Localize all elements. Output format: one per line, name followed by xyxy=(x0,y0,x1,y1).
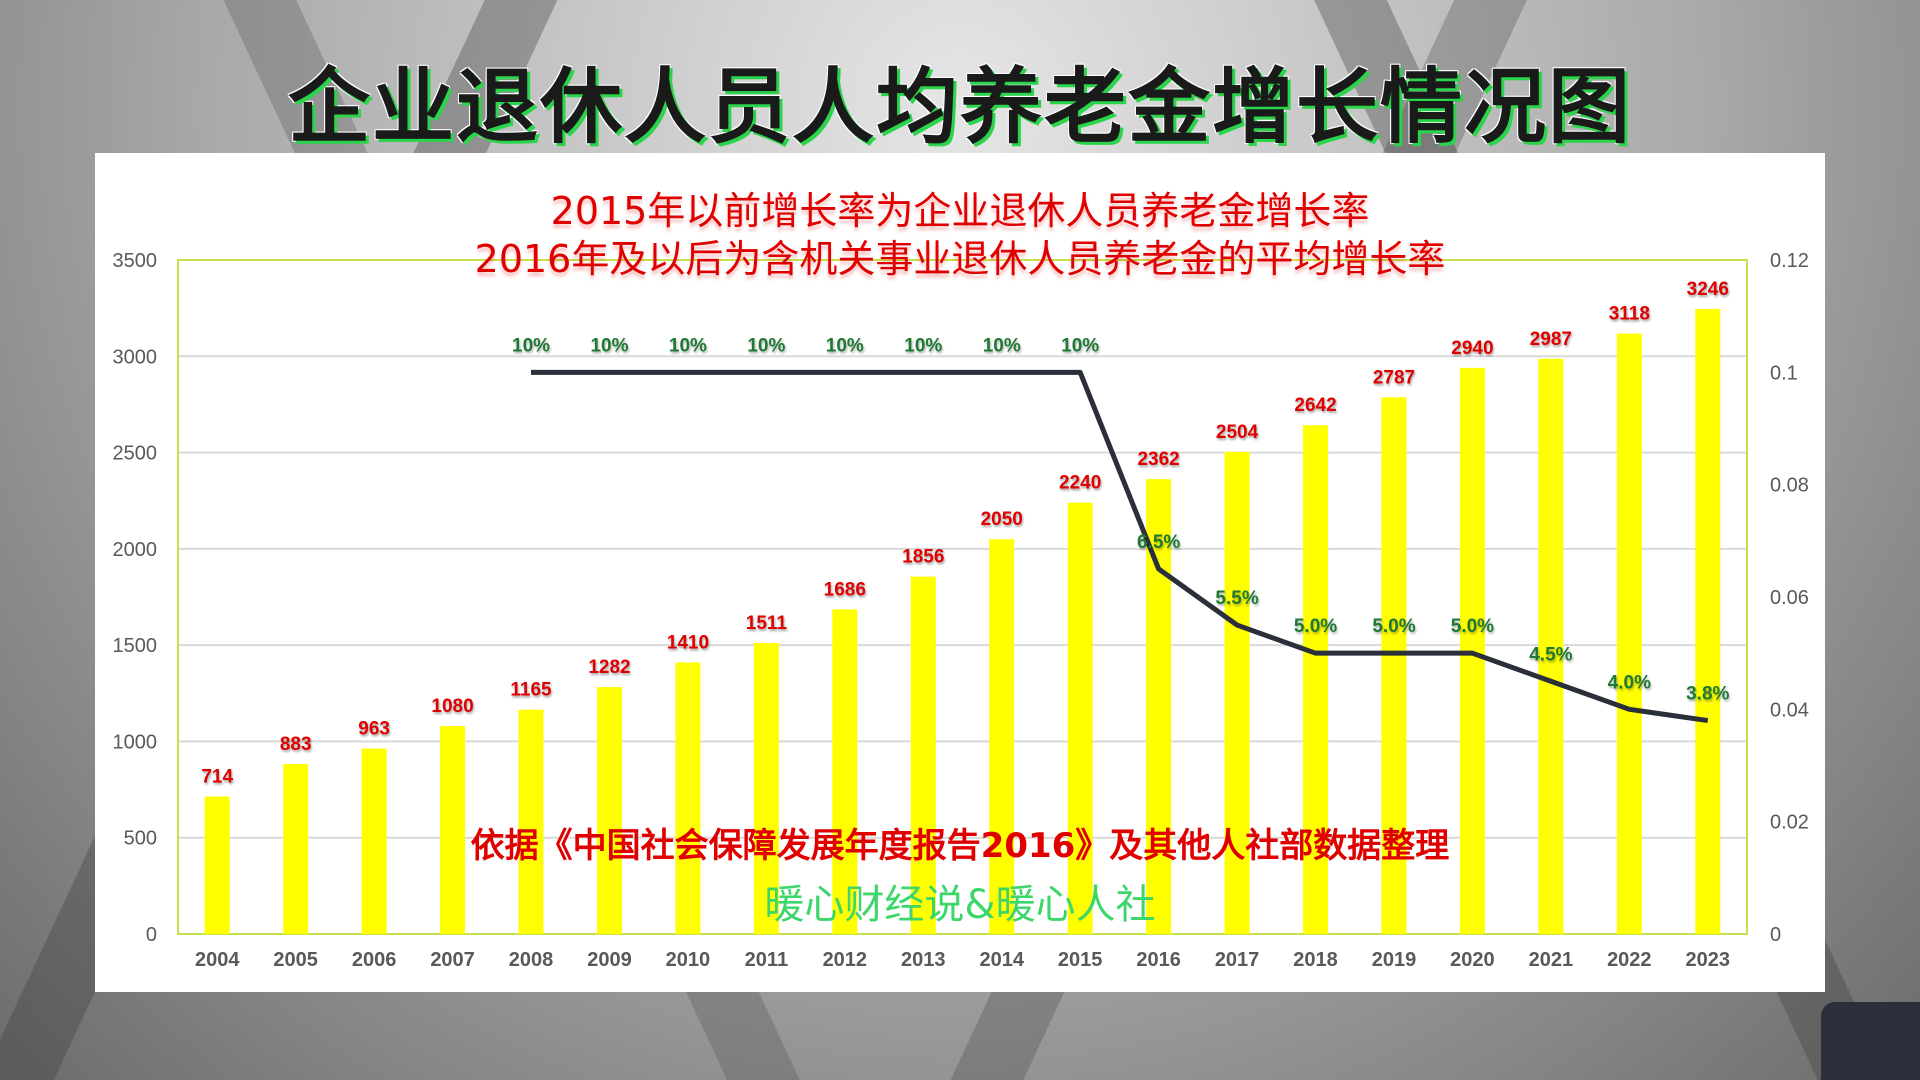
bar-data-label: 2940 xyxy=(1451,338,1493,359)
corner-decoration xyxy=(1821,1002,1920,1080)
bar-data-label: 1856 xyxy=(902,547,944,568)
bar xyxy=(1146,479,1172,934)
x-tick-label: 2010 xyxy=(666,949,711,971)
bar xyxy=(1616,333,1642,935)
bar xyxy=(596,687,622,934)
y-right-tick-label: 0.02 xyxy=(1770,812,1809,834)
bar-data-label: 1282 xyxy=(588,657,630,678)
bar-data-label: 1686 xyxy=(824,579,866,600)
bar-data-label: 2050 xyxy=(981,509,1023,530)
bar xyxy=(1538,358,1564,934)
bar-data-label: 714 xyxy=(201,767,233,788)
bar xyxy=(1381,397,1407,934)
y-right-tick-label: 0.1 xyxy=(1770,362,1798,384)
x-tick-label: 2018 xyxy=(1293,949,1338,971)
bar xyxy=(989,539,1015,934)
bar-data-label: 963 xyxy=(358,719,390,740)
x-tick-label: 2022 xyxy=(1607,949,1652,971)
y-left-tick-label: 2500 xyxy=(113,443,158,465)
y-right-tick-label: 0.04 xyxy=(1770,699,1809,721)
bar xyxy=(1224,451,1250,934)
line-data-label: 10% xyxy=(983,335,1021,356)
x-tick-label: 2017 xyxy=(1215,949,1260,971)
line-data-label: 10% xyxy=(826,335,864,356)
x-tick-label: 2021 xyxy=(1529,949,1574,971)
bar xyxy=(675,662,701,934)
line-data-label: 10% xyxy=(747,335,785,356)
bar-data-label: 883 xyxy=(280,734,312,755)
bar-data-label: 2240 xyxy=(1059,473,1101,494)
line-data-label: 5.0% xyxy=(1294,616,1337,637)
line-data-label: 5.0% xyxy=(1372,616,1415,637)
y-left-tick-label: 2000 xyxy=(113,539,158,561)
bar-data-label: 2642 xyxy=(1294,395,1336,416)
bar xyxy=(361,748,387,934)
y-right-tick-label: 0.12 xyxy=(1770,250,1809,272)
x-tick-label: 2011 xyxy=(745,949,788,971)
bar-data-label: 1511 xyxy=(746,613,788,634)
growth-rate-line xyxy=(531,369,1709,724)
y-left-tick-label: 1500 xyxy=(113,635,158,657)
x-tick-label: 2012 xyxy=(823,949,868,971)
line-data-label: 5.5% xyxy=(1215,588,1258,609)
line-data-label: 10% xyxy=(590,335,628,356)
bar xyxy=(283,763,309,934)
bar xyxy=(204,796,230,934)
bar xyxy=(753,643,779,934)
line-data-label: 10% xyxy=(512,335,550,356)
line-data-label: 4.5% xyxy=(1529,644,1572,665)
chart-subtitle-1: 2015年以前增长率为企业退休人员养老金增长率 xyxy=(550,189,1370,233)
x-tick-label: 2013 xyxy=(901,949,946,971)
y-left-tick-label: 0 xyxy=(146,924,157,946)
line-data-label: 4.0% xyxy=(1608,672,1651,693)
bar-data-label: 2504 xyxy=(1216,422,1259,443)
bar-data-label: 1080 xyxy=(431,696,473,717)
y-right-tick-label: 0.06 xyxy=(1770,587,1809,609)
x-tick-label: 2004 xyxy=(195,949,240,971)
bar-data-label: 2362 xyxy=(1137,449,1179,470)
bar-data-label: 1410 xyxy=(667,632,709,653)
bar xyxy=(518,709,544,934)
page-title: 企业退休人员人均养老金增长情况图 xyxy=(287,60,1632,155)
bar xyxy=(440,726,466,934)
y-left-tick-label: 3000 xyxy=(113,346,158,368)
x-tick-label: 2014 xyxy=(979,949,1024,971)
bar xyxy=(1303,425,1329,934)
bar-data-label: 3246 xyxy=(1687,279,1729,300)
y-right-tick-label: 0 xyxy=(1770,924,1781,946)
line-data-label: 10% xyxy=(904,335,942,356)
bar xyxy=(1067,502,1093,934)
bar xyxy=(1695,308,1721,934)
y-left-tick-label: 1000 xyxy=(113,731,158,753)
x-tick-label: 2005 xyxy=(273,949,318,971)
y-left-tick-label: 3500 xyxy=(113,250,158,272)
x-tick-label: 2019 xyxy=(1372,949,1417,971)
line-data-label: 5.0% xyxy=(1451,616,1494,637)
bar xyxy=(832,609,858,934)
line-data-label: 10% xyxy=(669,335,707,356)
bar-data-label: 2787 xyxy=(1373,367,1415,388)
y-right-tick-label: 0.08 xyxy=(1770,475,1809,497)
x-tick-label: 2008 xyxy=(509,949,554,971)
plot-border xyxy=(177,259,1748,935)
y-left-tick-label: 500 xyxy=(124,828,157,850)
chart-subtitle-2: 2016年及以后为含机关事业退休人员养老金的平均增长率 xyxy=(474,237,1446,281)
x-tick-label: 2016 xyxy=(1136,949,1181,971)
x-tick-label: 2015 xyxy=(1058,949,1103,971)
x-tick-label: 2009 xyxy=(587,949,632,971)
source-note: 依据《中国社会保障发展年度报告2016》及其他人社部数据整理 xyxy=(470,826,1450,866)
bar-data-label: 1165 xyxy=(510,680,552,701)
line-data-label: 10% xyxy=(1061,335,1099,356)
bar-data-label: 2987 xyxy=(1530,329,1572,350)
x-tick-label: 2020 xyxy=(1450,949,1495,971)
watermark: 暖心财经说&暖心人社 xyxy=(764,882,1156,928)
x-tick-label: 2006 xyxy=(352,949,397,971)
bar-data-label: 3118 xyxy=(1609,304,1650,325)
x-tick-label: 2023 xyxy=(1686,949,1731,971)
line-data-label: 3.8% xyxy=(1686,684,1729,705)
bar xyxy=(910,576,936,934)
line-data-label: 6.5% xyxy=(1137,532,1180,553)
x-tick-label: 2007 xyxy=(430,949,475,971)
